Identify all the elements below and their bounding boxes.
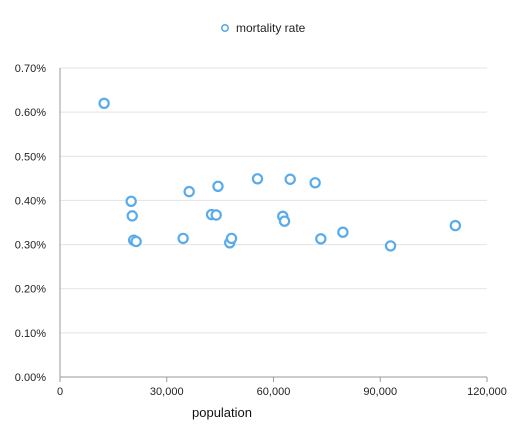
data-point xyxy=(278,215,291,227)
data-point xyxy=(251,173,264,185)
data-point xyxy=(126,210,138,222)
legend-marker-icon xyxy=(221,23,230,32)
gridlines xyxy=(60,67,487,334)
data-point xyxy=(315,233,327,245)
x-tick-label: 90,000 xyxy=(363,386,397,398)
y-tick-label: 0.70% xyxy=(15,63,46,75)
data-point xyxy=(337,226,349,238)
data-point xyxy=(284,173,296,185)
data-point xyxy=(449,219,462,232)
legend: mortality rate xyxy=(221,21,306,35)
y-tick-label: 0.00% xyxy=(15,372,46,384)
y-tick-labels: 0.00% 0.10% 0.20% 0.30% 0.40% 0.50% 0.60% 0.70% xyxy=(15,63,46,384)
x-tick-label: 60,000 xyxy=(257,386,291,398)
data-point xyxy=(98,97,110,110)
data-points xyxy=(98,97,462,252)
data-point xyxy=(309,177,321,189)
data-point xyxy=(225,232,238,245)
axes xyxy=(59,68,488,382)
y-tick-label: 0.50% xyxy=(15,151,46,163)
data-point xyxy=(210,209,222,221)
y-tick-label: 0.40% xyxy=(15,195,46,207)
data-point xyxy=(130,235,142,248)
legend-label: mortality rate xyxy=(236,21,306,35)
data-point xyxy=(177,232,189,245)
data-point xyxy=(125,195,137,208)
data-point xyxy=(212,180,224,193)
y-tick-label: 0.30% xyxy=(15,240,46,252)
data-point xyxy=(384,240,397,252)
x-tick-labels: 0 30,000 60,000 90,000 120,000 xyxy=(57,386,507,398)
x-axis-title: population xyxy=(192,405,252,420)
x-tick-label: 30,000 xyxy=(150,386,184,398)
y-tick-label: 0.10% xyxy=(15,328,46,340)
x-tick-label: 120,000 xyxy=(467,386,507,398)
x-tick-label: 0 xyxy=(57,386,63,398)
data-point xyxy=(183,185,195,198)
y-tick-label: 0.60% xyxy=(15,107,46,119)
y-tick-label: 0.20% xyxy=(15,284,46,296)
